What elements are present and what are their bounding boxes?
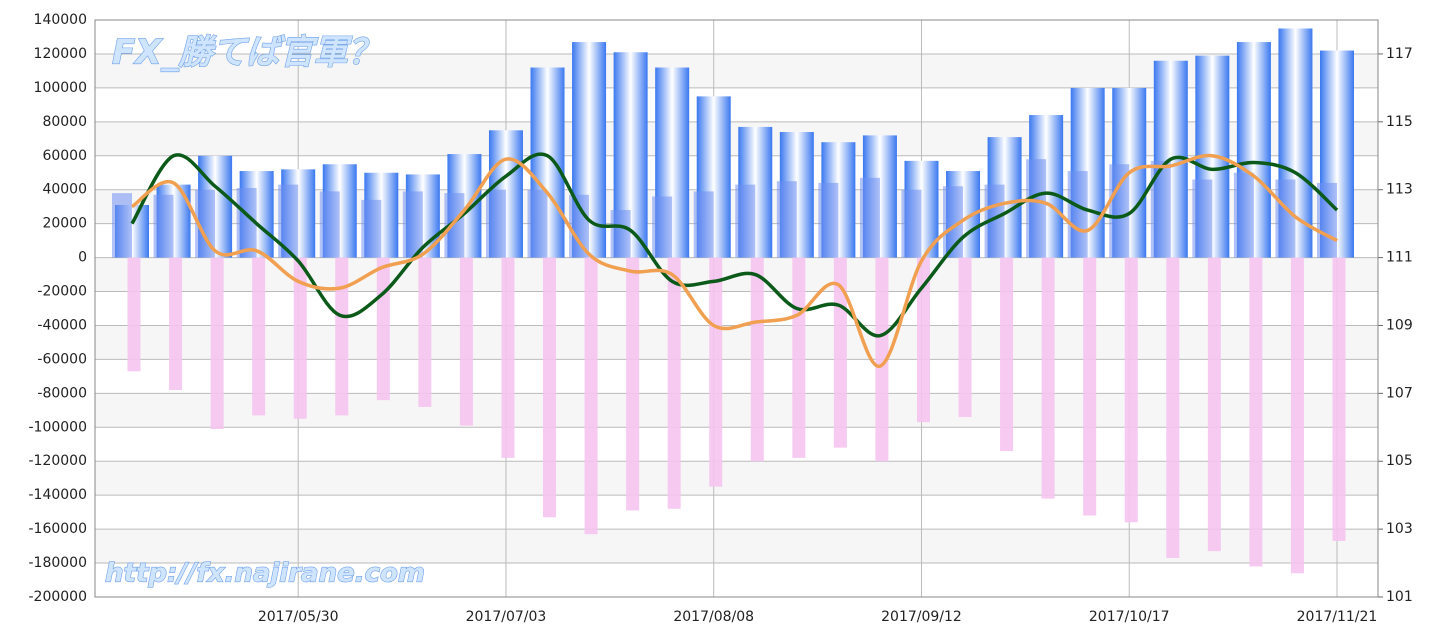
y2-tick-label: 113 — [1386, 182, 1413, 198]
x-tick-label: 2017/10/17 — [1089, 609, 1170, 625]
bar — [901, 189, 922, 258]
bar — [776, 181, 797, 258]
y-tick-label: 80000 — [42, 114, 87, 130]
bar — [485, 189, 506, 258]
y-tick-label: 60000 — [42, 148, 87, 164]
bar — [818, 182, 839, 258]
y2-tick-label: 117 — [1386, 46, 1413, 62]
chart-title: FX_勝てば官軍？ — [112, 33, 382, 73]
bar — [127, 257, 141, 372]
bar — [1332, 257, 1346, 541]
bar — [875, 257, 889, 462]
y-tick-label: -80000 — [37, 385, 87, 401]
bar — [1041, 257, 1055, 499]
bar — [667, 257, 681, 509]
bar — [1124, 257, 1138, 523]
y2-tick-label: 105 — [1386, 453, 1413, 469]
y-tick-label: 140000 — [34, 12, 87, 28]
bar — [1249, 257, 1263, 567]
bar — [444, 193, 465, 258]
bar — [652, 196, 673, 258]
bar — [418, 257, 432, 407]
bar — [626, 257, 640, 511]
y-tick-label: -200000 — [29, 589, 88, 605]
x-tick-label: 2017/08/08 — [673, 609, 754, 625]
bar — [735, 184, 756, 258]
bar — [584, 257, 598, 535]
bar — [319, 191, 340, 258]
plot-border — [94, 19, 1379, 598]
bar — [1233, 172, 1254, 258]
bar — [527, 189, 548, 258]
y2-tick-label: 103 — [1386, 521, 1413, 537]
bar — [501, 257, 515, 458]
y2-tick-label: 111 — [1386, 250, 1413, 266]
bar — [195, 189, 216, 258]
bar — [236, 188, 257, 258]
y2-tick-label: 115 — [1386, 114, 1413, 130]
bar — [1166, 257, 1180, 558]
x-tick-label: 2017/11/21 — [1297, 609, 1378, 625]
y-tick-label: -100000 — [29, 419, 88, 435]
line-series — [130, 153, 1338, 368]
bar — [1067, 171, 1088, 258]
bar — [361, 199, 382, 258]
y2-tick-label: 109 — [1386, 317, 1413, 333]
y-tick-label: -20000 — [37, 284, 87, 300]
y-tick-label: 20000 — [42, 216, 87, 232]
y2-tick-label: 101 — [1386, 589, 1413, 605]
y-tick-label: 100000 — [34, 80, 87, 96]
y-tick-label: 40000 — [42, 182, 87, 198]
bar — [1000, 257, 1014, 452]
y-tick-label: -60000 — [37, 351, 87, 367]
y-tick-label: -140000 — [29, 487, 88, 503]
y-tick-label: 120000 — [34, 46, 87, 62]
bar — [459, 257, 473, 426]
bar — [169, 257, 183, 390]
bar — [1207, 257, 1221, 552]
bar — [335, 257, 349, 416]
y-tick-label: -180000 — [29, 555, 88, 571]
line-series — [130, 152, 1339, 338]
bar — [1192, 179, 1213, 258]
bar — [376, 257, 390, 401]
bar — [1109, 164, 1130, 258]
bar — [792, 257, 806, 458]
bar — [293, 257, 307, 419]
y-tick-label: 0 — [78, 250, 87, 266]
y2-tick-label: 107 — [1386, 385, 1413, 401]
bar — [112, 193, 132, 258]
bar — [750, 257, 764, 462]
bar — [278, 184, 299, 258]
bar — [210, 257, 224, 429]
bar — [569, 194, 590, 258]
bar — [153, 194, 174, 258]
x-tick-label: 2017/05/30 — [258, 609, 339, 625]
bar — [402, 191, 423, 258]
y-tick-label: -40000 — [37, 317, 87, 333]
bar — [1150, 160, 1171, 258]
x-tick-label: 2017/07/03 — [466, 609, 547, 625]
bar — [1026, 159, 1047, 258]
bar — [1083, 257, 1097, 516]
y-tick-label: -120000 — [29, 453, 88, 469]
y-tick-label: -160000 — [29, 521, 88, 537]
bar — [709, 257, 723, 487]
bar — [610, 210, 631, 258]
bar — [916, 257, 930, 423]
watermark: http://fx.najirane.com — [105, 559, 425, 589]
bar — [958, 257, 972, 418]
bar — [1290, 257, 1304, 574]
bar — [543, 257, 557, 518]
bar — [252, 257, 266, 416]
bar — [693, 191, 714, 258]
bar — [859, 177, 880, 258]
x-tick-label: 2017/09/12 — [881, 609, 962, 625]
bar — [1275, 179, 1296, 258]
